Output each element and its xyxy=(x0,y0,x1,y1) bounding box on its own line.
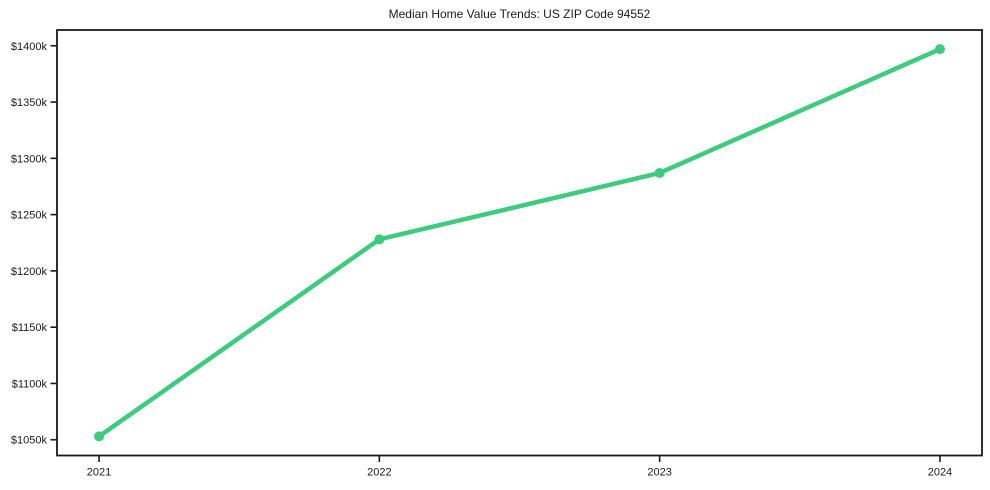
y-tick-label: $1100k xyxy=(12,378,48,390)
x-tick-label: 2021 xyxy=(87,467,111,479)
chart-title: Median Home Value Trends: US ZIP Code 94… xyxy=(388,7,651,21)
data-point-marker xyxy=(94,431,105,442)
data-point-marker xyxy=(934,44,945,55)
y-tick-label: $1350k xyxy=(11,97,48,109)
data-point-marker xyxy=(654,167,665,178)
x-tick-label: 2023 xyxy=(647,467,671,479)
plot-frame xyxy=(56,29,983,457)
trend-line xyxy=(96,46,943,439)
y-tick-label: $1200k xyxy=(11,266,48,278)
x-tick-label: 2024 xyxy=(928,467,952,479)
y-tick-label: $1400k xyxy=(11,41,48,53)
y-tick-label: $1050k xyxy=(11,435,48,447)
y-tick-label: $1250k xyxy=(11,210,48,222)
y-tick-label: $1300k xyxy=(11,153,48,165)
y-tick-label: $1150k xyxy=(12,322,48,334)
data-point-marker xyxy=(374,234,385,245)
x-tick-label: 2022 xyxy=(367,467,391,479)
